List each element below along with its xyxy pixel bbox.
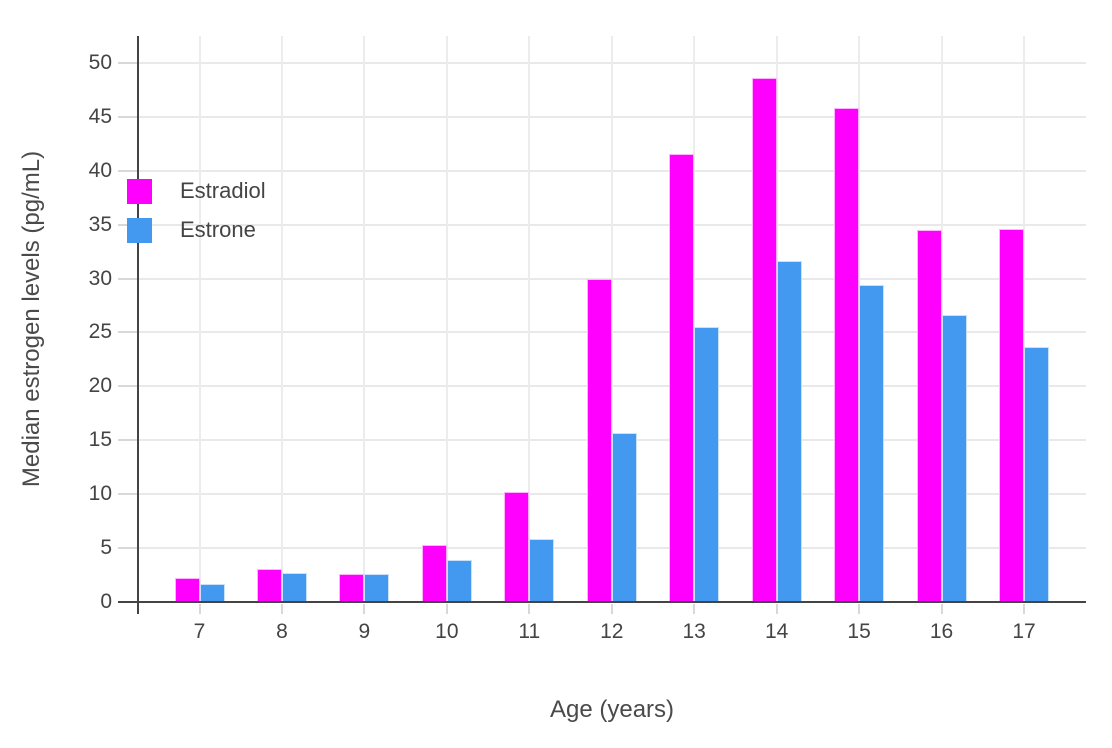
bar-estradiol-age-16[interactable] (916, 230, 942, 602)
y-tick-label-0: 0 (100, 590, 112, 613)
bar-estrone-age-14[interactable] (776, 261, 802, 602)
bar-estrone-age-10[interactable] (446, 559, 472, 602)
y-axis-title: Median estrogen levels (pg/mL) (18, 150, 45, 488)
bar-estrone-age-17[interactable] (1024, 346, 1049, 602)
bar-estrone-age-8[interactable] (281, 572, 307, 602)
x-axis-line (118, 601, 1086, 603)
y-tick-40 (118, 169, 138, 172)
bar-estrone-age-9[interactable] (364, 573, 390, 602)
x-tick-label-9: 9 (358, 620, 371, 643)
x-axis-title: Age (years) (549, 696, 675, 723)
y-tick-label-5: 5 (100, 536, 112, 560)
x-tick-7 (198, 604, 201, 614)
x-tick-label-16: 16 (929, 620, 954, 643)
y-tick-label-45: 45 (88, 104, 112, 128)
bar-estradiol-age-17[interactable] (999, 228, 1024, 602)
legend-label-estrone: Estrone (180, 217, 256, 242)
x-tick-10 (445, 604, 448, 614)
y-tick-15 (118, 439, 138, 442)
x-tick-label-12: 12 (600, 620, 624, 643)
legend-swatch-estradiol[interactable] (127, 178, 152, 204)
bar-estrone-age-15[interactable] (859, 285, 885, 602)
y-tick-label-50: 50 (88, 50, 112, 74)
bar-estradiol-age-15[interactable] (834, 108, 860, 602)
x-tick-16 (940, 604, 943, 614)
x-tick-label-14: 14 (764, 620, 789, 643)
plot-area[interactable]: 0 5 10 15 20 25 30 35 40 45 50 7 8 9 10 11 12 13 14 15 16 17 (89, 36, 1086, 643)
bar-estradiol-age-7[interactable] (174, 578, 200, 602)
gridline-x-7 (198, 36, 201, 602)
legend: Estradiol Estrone (127, 178, 266, 243)
y-tick-50 (118, 61, 138, 64)
x-tick-13 (693, 604, 696, 614)
y-tick-label-35: 35 (88, 212, 112, 236)
gridline-x-17 (1023, 36, 1025, 602)
x-tick-15 (858, 604, 861, 614)
x-tick-8 (280, 604, 283, 614)
gridline-x-12 (610, 36, 613, 602)
y-tick-5 (118, 547, 138, 550)
bar-estrone-age-11[interactable] (529, 539, 555, 602)
y-tick-25 (118, 331, 138, 334)
bar-estradiol-age-12[interactable] (586, 278, 612, 602)
y-tick-10 (118, 493, 138, 496)
x-tick-9 (363, 604, 366, 614)
gridline-x-13 (693, 36, 696, 602)
bar-estradiol-age-9[interactable] (339, 573, 365, 602)
y-tick-label-30: 30 (88, 266, 112, 290)
y-tick-label-10: 10 (88, 482, 112, 506)
gridline-x-11 (528, 36, 531, 602)
bar-estradiol-age-10[interactable] (421, 544, 447, 602)
bar-estradiol-age-8[interactable] (256, 568, 282, 602)
x-tick-label-8: 8 (276, 620, 288, 643)
bar-estradiol-age-11[interactable] (504, 492, 530, 602)
bar-estradiol-age-14[interactable] (751, 78, 777, 602)
gridline-x-8 (280, 36, 283, 602)
x-tick-17 (1023, 604, 1025, 614)
legend-item-estradiol[interactable]: Estradiol (127, 178, 266, 204)
y-tick-label-25: 25 (88, 320, 112, 344)
gridline-x-9 (363, 36, 366, 602)
bar-estradiol-age-13[interactable] (669, 153, 695, 602)
y-tick-label-15: 15 (88, 428, 112, 452)
y-tick-30 (118, 277, 138, 280)
y-axis-line (137, 36, 139, 614)
legend-label-estradiol: Estradiol (180, 178, 266, 203)
x-tick-label-15: 15 (847, 620, 871, 643)
x-tick-label-17: 17 (1012, 620, 1036, 643)
bar-estrone-age-7[interactable] (199, 583, 225, 602)
legend-item-estrone[interactable]: Estrone (127, 217, 266, 243)
gridline-x-10 (445, 36, 448, 602)
bar-estrone-age-16[interactable] (941, 315, 967, 602)
x-tick-label-13: 13 (682, 620, 706, 643)
legend-swatch-estrone[interactable] (127, 217, 152, 243)
x-tick-12 (610, 604, 613, 614)
x-tick-14 (775, 604, 778, 614)
y-tick-label-40: 40 (88, 158, 112, 182)
x-tick-label-11: 11 (518, 620, 541, 643)
y-tick-45 (118, 115, 138, 118)
x-tick-11 (528, 604, 531, 614)
y-tick-label-20: 20 (88, 374, 112, 398)
x-tick-label-10: 10 (435, 620, 459, 643)
bar-estrone-age-13[interactable] (694, 327, 720, 602)
y-tick-20 (118, 385, 138, 388)
bar-estrone-age-12[interactable] (611, 432, 637, 602)
x-tick-label-7: 7 (193, 620, 206, 643)
